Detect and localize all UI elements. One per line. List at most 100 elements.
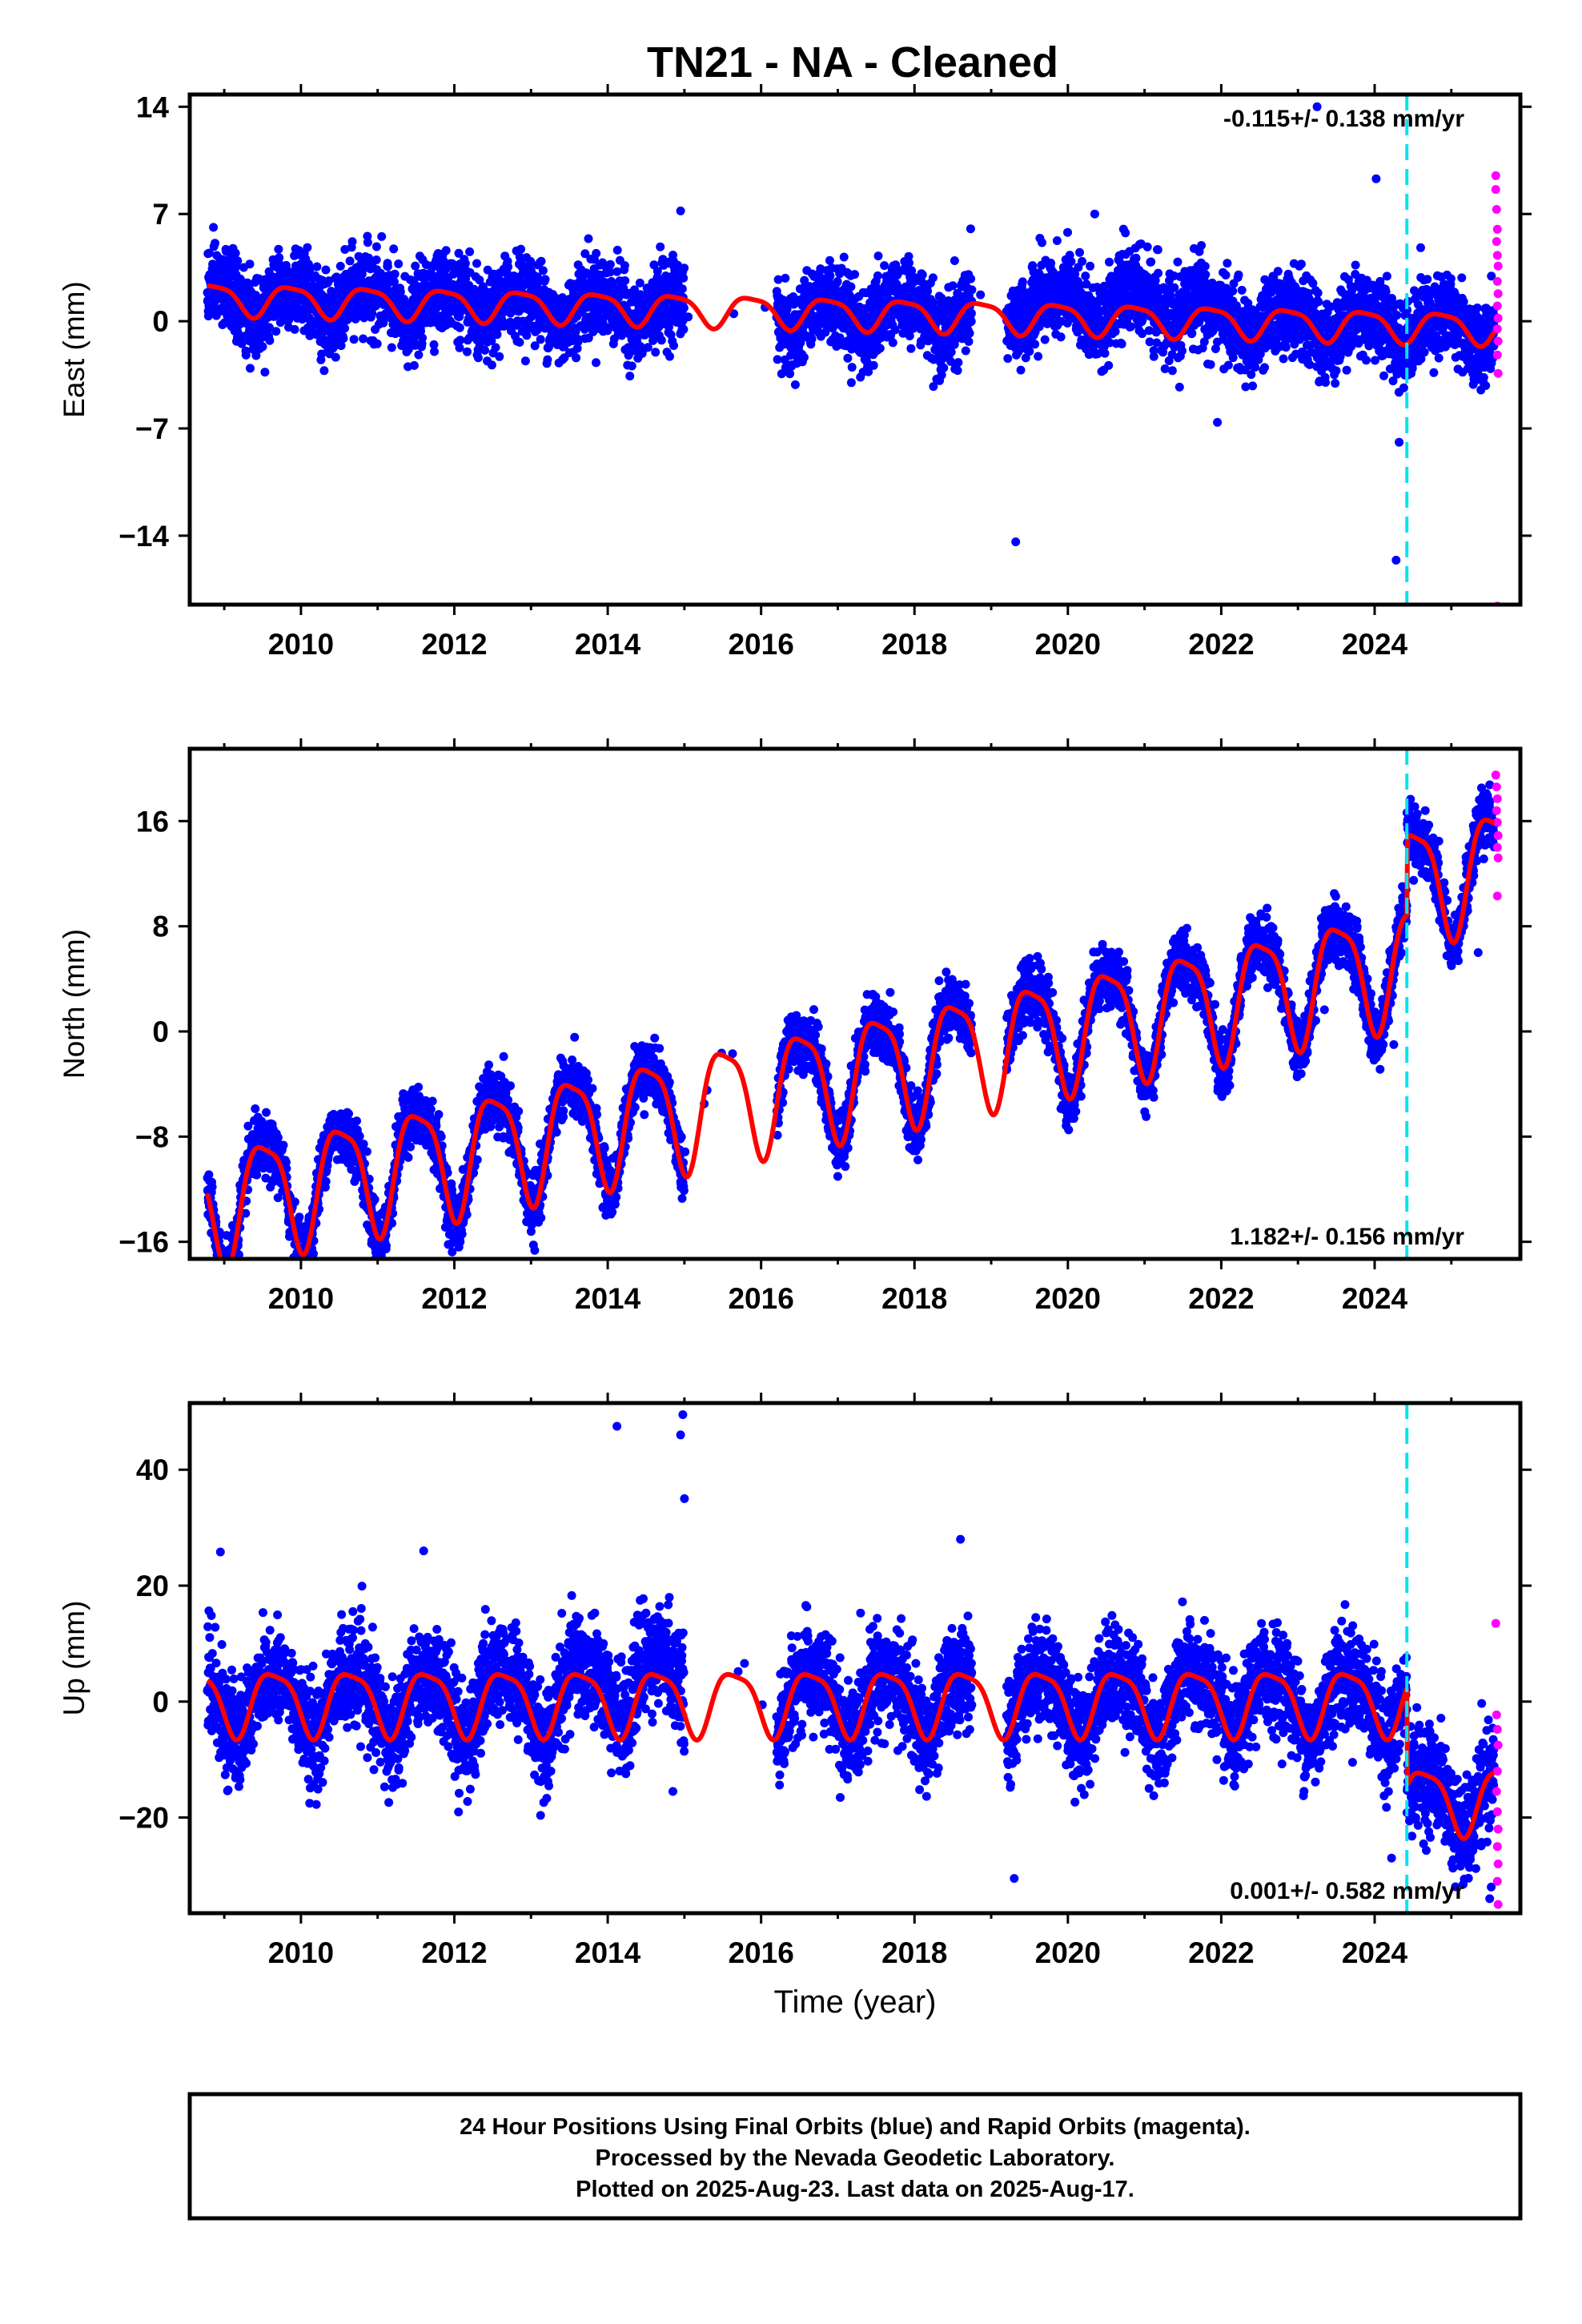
- data-point: [347, 237, 357, 247]
- chart-panels: 2010 2012 2014 2016 2018 2020 2022 2024−14−7071…: [58, 84, 1532, 2020]
- data-point: [233, 328, 243, 337]
- data-point: [1040, 335, 1050, 344]
- data-point: [946, 357, 956, 366]
- data-point: [679, 304, 689, 312]
- data-point: [271, 327, 281, 336]
- data-point: [469, 284, 479, 294]
- data-point: [1223, 360, 1233, 370]
- data-point: [1105, 257, 1114, 267]
- data-point: [1279, 354, 1288, 364]
- data-point: [1342, 365, 1351, 375]
- data-point: [536, 256, 546, 266]
- data-point: [966, 316, 976, 326]
- data-point: [843, 353, 853, 363]
- data-point: [665, 352, 674, 361]
- panel-east: 2010 2012 2014 2016 2018 2020 2022 2024−14−7071…: [58, 84, 1532, 661]
- data-point: [966, 224, 975, 234]
- data-point: [345, 256, 355, 266]
- data-point: [321, 265, 331, 275]
- data-point: [825, 271, 835, 280]
- data-point: [890, 325, 900, 335]
- data-point: [317, 349, 327, 359]
- data-point: [335, 261, 345, 271]
- data-point: [950, 256, 959, 265]
- data-point: [605, 267, 615, 277]
- data-point: [620, 276, 630, 285]
- data-point: [656, 336, 666, 345]
- data-point: [677, 284, 687, 294]
- data-point: [976, 290, 986, 300]
- data-point: [264, 323, 274, 332]
- data-point: [948, 281, 958, 291]
- data-point: [592, 358, 600, 368]
- data-point: [463, 347, 472, 356]
- data-point: [522, 331, 532, 340]
- data-point: [1173, 257, 1182, 267]
- data-point: [1105, 338, 1114, 348]
- data-point: [1046, 259, 1056, 267]
- data-point: [807, 334, 817, 344]
- data-point: [377, 231, 387, 241]
- data-point: [796, 338, 805, 348]
- data-point: [363, 238, 372, 247]
- data-point: [473, 353, 483, 363]
- data-point: [312, 262, 322, 271]
- data-point: [1063, 227, 1072, 237]
- data-point: [966, 274, 976, 283]
- data-point: [251, 351, 261, 360]
- data-point: [218, 255, 227, 264]
- data-point: [505, 317, 515, 327]
- data-point: [1187, 328, 1197, 338]
- data-point: [572, 353, 581, 363]
- data-point: [839, 252, 849, 262]
- data-point: [923, 287, 933, 296]
- data-point: [612, 267, 622, 276]
- data-point: [1073, 328, 1082, 337]
- data-point: [652, 267, 662, 276]
- data-point: [411, 261, 420, 271]
- data-point: [540, 275, 550, 284]
- data-point: [643, 343, 652, 352]
- data-point: [1104, 360, 1114, 370]
- data-point: [383, 262, 392, 271]
- data-point: [475, 275, 484, 285]
- data-point: [875, 344, 885, 353]
- data-point: [1149, 352, 1158, 361]
- data-point: [635, 278, 644, 287]
- data-point: [1121, 228, 1130, 238]
- data-point: [1086, 261, 1095, 271]
- data-point: [1075, 247, 1084, 257]
- data-point: [487, 336, 496, 345]
- data-point: [455, 323, 464, 332]
- data-point: [1142, 242, 1152, 251]
- data-point: [1081, 271, 1090, 281]
- data-point: [1146, 257, 1156, 267]
- data-point: [336, 341, 346, 351]
- data-point: [241, 350, 251, 360]
- data-point: [869, 360, 878, 370]
- data-point: [1131, 253, 1141, 263]
- data-point: [612, 245, 622, 255]
- data-point: [349, 335, 359, 344]
- data-point: [303, 243, 312, 252]
- data-point: [1030, 340, 1040, 349]
- data-point: [605, 259, 615, 269]
- data-point: [1028, 261, 1038, 271]
- data-point: [684, 312, 693, 322]
- data-point: [1153, 245, 1162, 255]
- data-point: [456, 336, 465, 345]
- data-point: [233, 256, 243, 266]
- data-point: [1160, 364, 1170, 373]
- data-point: [357, 269, 367, 279]
- data-point: [454, 248, 464, 258]
- data-point: [946, 348, 956, 357]
- data-point: [905, 332, 914, 340]
- data-point: [339, 334, 348, 344]
- data-point: [785, 369, 795, 379]
- data-point: [1014, 347, 1023, 356]
- data-point: [430, 347, 439, 356]
- data-point: [880, 261, 889, 271]
- data-point: [1066, 257, 1076, 267]
- data-point: [274, 244, 283, 254]
